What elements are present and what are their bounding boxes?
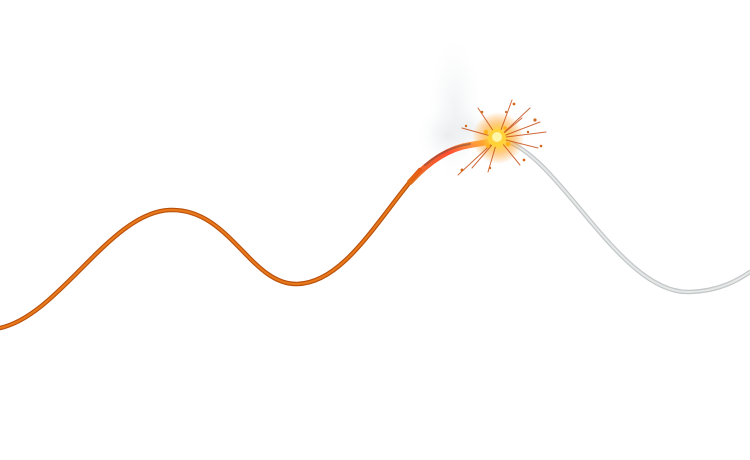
- unburned-fuse-highlight: [502, 139, 750, 294]
- hot-fuse-soot: [424, 143, 471, 166]
- burned-fuse-core: [0, 168, 422, 330]
- spark-icon: [457, 99, 547, 176]
